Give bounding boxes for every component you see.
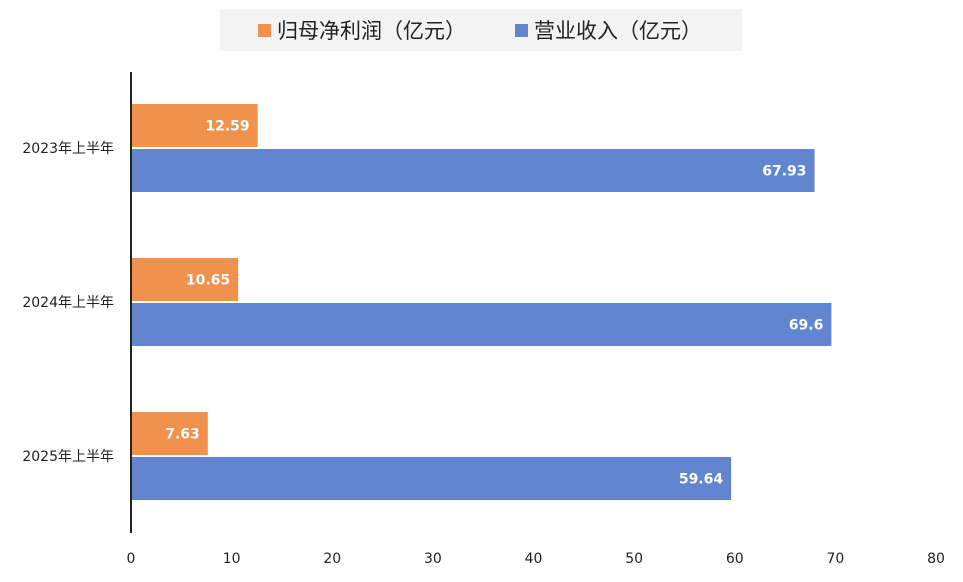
x-tick-label-1: 10 [223,551,241,567]
category-label-0: 2023年上半年 [22,141,114,157]
x-tick-label-5: 50 [625,551,643,567]
legend-label-0: 归母净利润（亿元） [277,19,466,43]
bar-net-profit-2 [131,412,208,455]
bar-revenue-2 [131,457,732,500]
legend: 归母净利润（亿元） 营业收入（亿元） [258,19,702,43]
category-label-1: 2024年上半年 [22,295,114,311]
x-tick-label-3: 30 [424,551,442,567]
bar-value-label-revenue-0: 67.93 [762,164,806,180]
x-tick-label-0: 0 [127,551,136,567]
x-tick-label-6: 60 [726,551,744,567]
bar-value-label-revenue-2: 59.64 [679,472,724,488]
legend-background [220,9,742,51]
x-tick-label-2: 20 [323,551,341,567]
bar-revenue-1 [131,303,832,346]
bar-net-profit-1 [131,258,239,301]
bar-value-label-net-profit-2: 7.63 [165,427,200,443]
x-tick-label-4: 40 [525,551,543,567]
bar-labels: 12.59 67.93 10.65 69.6 7.63 59.64 [165,119,823,488]
bar-net-profit-0 [131,104,258,147]
bar-revenue-0 [131,149,815,192]
bar-value-label-net-profit-1: 10.65 [186,273,230,289]
bars [131,104,832,500]
legend-swatch-0 [258,24,271,37]
category-label-2: 2025年上半年 [22,449,114,465]
bar-value-label-revenue-1: 69.6 [789,318,824,334]
x-tick-label-7: 70 [826,551,844,567]
category-labels: 2023年上半年 2024年上半年 2025年上半年 [22,141,114,465]
x-axis-ticks: 0 10 20 30 40 50 60 70 80 [127,551,945,567]
legend-swatch-1 [515,24,528,37]
legend-label-1: 营业收入（亿元） [534,19,702,43]
x-tick-label-8: 80 [927,551,945,567]
bar-value-label-net-profit-0: 12.59 [205,119,249,135]
